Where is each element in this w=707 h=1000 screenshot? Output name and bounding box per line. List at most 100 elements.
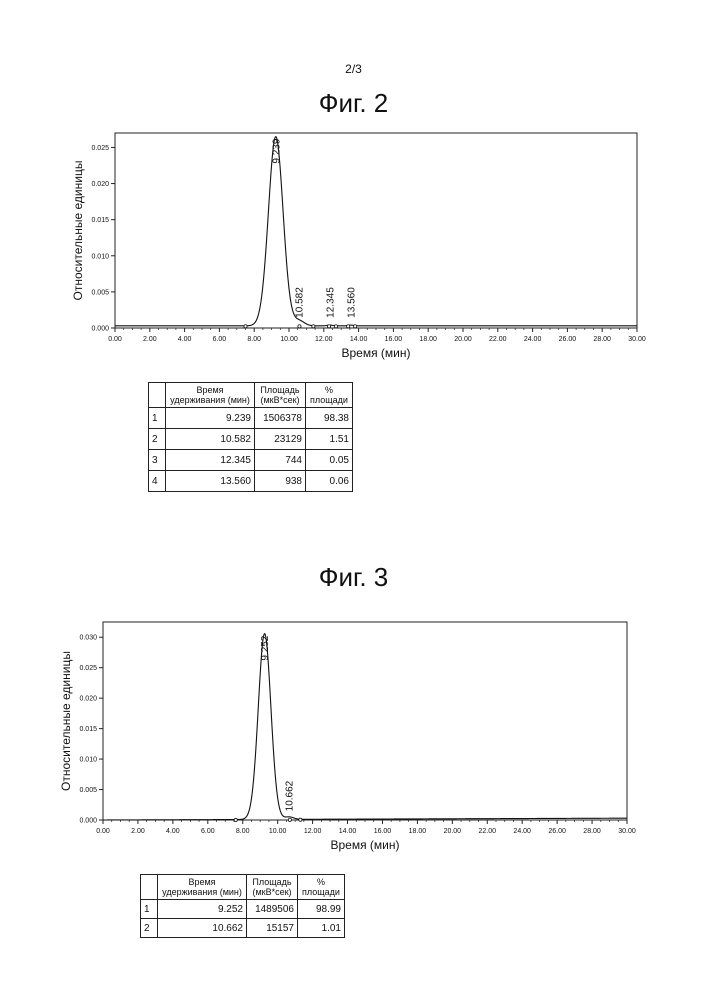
- percent-area: 0.05: [306, 450, 353, 471]
- x-tick-label: 12.00: [315, 336, 333, 343]
- peak-label: 10.582: [295, 287, 306, 318]
- index-header: [149, 383, 166, 408]
- x-tick-label: 10.00: [269, 828, 287, 835]
- plot-frame: [103, 622, 627, 820]
- page-number: 2/3: [0, 62, 707, 76]
- y-axis-title: Относительные единицы: [59, 651, 73, 791]
- area-header: Площадь (мкВ*сек): [247, 875, 298, 900]
- x-tick-label: 14.00: [350, 336, 368, 343]
- x-axis-title: Время (мин): [341, 346, 410, 360]
- x-tick-label: 24.00: [513, 828, 531, 835]
- row-index: 2: [149, 429, 166, 450]
- x-tick-label: 4.00: [166, 828, 180, 835]
- x-tick-label: 12.00: [304, 828, 322, 835]
- integration-marker: [244, 325, 247, 328]
- area: 23129: [255, 429, 306, 450]
- x-tick-label: 0.00: [96, 828, 110, 835]
- figure-3-title: Фиг. 3: [0, 562, 707, 593]
- percent-area: 98.99: [298, 900, 345, 919]
- y-tick-label: 0.020: [79, 696, 97, 703]
- peak-label: 13.560: [346, 287, 357, 318]
- x-tick-label: 24.00: [524, 336, 542, 343]
- x-tick-label: 6.00: [213, 336, 227, 343]
- table-row: 3 12.345 744 0.05: [149, 450, 353, 471]
- percent-area: 0.06: [306, 471, 353, 492]
- y-tick-label: 0.000: [79, 818, 97, 825]
- x-tick-label: 28.00: [593, 336, 611, 343]
- table-row: 1 9.239 1506378 98.38: [149, 408, 353, 429]
- y-tick-label: 0.015: [91, 217, 109, 224]
- peak-table-figure-2: Время удерживания (мин) Площадь (мкВ*сек…: [148, 382, 353, 492]
- peak-label: 12.345: [325, 287, 336, 318]
- x-tick-label: 16.00: [385, 336, 403, 343]
- x-tick-label: 2.00: [131, 828, 145, 835]
- row-index: 3: [149, 450, 166, 471]
- percent-area-header: % площади: [298, 875, 345, 900]
- plot-frame: [115, 133, 637, 328]
- integration-marker: [354, 325, 357, 328]
- integration-marker: [299, 818, 302, 821]
- x-tick-label: 10.00: [280, 336, 298, 343]
- y-tick-label: 0.015: [79, 726, 97, 733]
- row-index: 2: [141, 919, 158, 938]
- x-tick-label: 26.00: [559, 336, 577, 343]
- integration-marker: [312, 325, 315, 328]
- x-tick-label: 22.00: [479, 828, 497, 835]
- y-tick-label: 0.010: [79, 757, 97, 764]
- figure-2-title: Фиг. 2: [0, 88, 707, 119]
- peak-label: 9.252: [260, 635, 271, 660]
- row-index: 1: [149, 408, 166, 429]
- x-tick-label: 14.00: [339, 828, 357, 835]
- retention-time: 13.560: [166, 471, 255, 492]
- x-tick-label: 4.00: [178, 336, 192, 343]
- integration-marker: [347, 325, 350, 328]
- y-tick-label: 0.005: [79, 787, 97, 794]
- table-row: 1 9.252 1489506 98.99: [141, 900, 345, 919]
- integration-marker: [327, 325, 330, 328]
- x-tick-label: 18.00: [419, 336, 437, 343]
- retention-time: 9.239: [166, 408, 255, 429]
- retention-time: 9.252: [158, 900, 247, 919]
- y-tick-label: 0.000: [91, 326, 109, 333]
- x-tick-label: 30.00: [618, 828, 636, 835]
- row-index: 4: [149, 471, 166, 492]
- percent-area: 1.51: [306, 429, 353, 450]
- x-axis-title: Время (мин): [330, 838, 399, 852]
- table-row: 2 10.662 15157 1.01: [141, 919, 345, 938]
- row-index: 1: [141, 900, 158, 919]
- x-tick-label: 0.00: [108, 336, 122, 343]
- x-tick-label: 20.00: [454, 336, 472, 343]
- x-tick-label: 28.00: [583, 828, 601, 835]
- y-tick-label: 0.030: [79, 635, 97, 642]
- y-tick-label: 0.005: [91, 289, 109, 296]
- x-tick-label: 18.00: [409, 828, 427, 835]
- percent-area-header: % площади: [306, 383, 353, 408]
- index-header: [141, 875, 158, 900]
- y-tick-label: 0.025: [79, 665, 97, 672]
- table-row: 4 13.560 938 0.06: [149, 471, 353, 492]
- table-row: 2 10.582 23129 1.51: [149, 429, 353, 450]
- x-tick-label: 6.00: [201, 828, 215, 835]
- area: 15157: [247, 919, 298, 938]
- x-tick-label: 26.00: [548, 828, 566, 835]
- table-header-row: Время удерживания (мин) Площадь (мкВ*сек…: [149, 383, 353, 408]
- chromatogram-figure-2: 0.002.004.006.008.0010.0012.0014.0016.00…: [0, 120, 707, 375]
- y-tick-label: 0.020: [91, 181, 109, 188]
- retention-time-header: Время удерживания (мин): [158, 875, 247, 900]
- retention-time: 10.582: [166, 429, 255, 450]
- x-tick-label: 16.00: [374, 828, 392, 835]
- retention-time: 12.345: [166, 450, 255, 471]
- signal-trace: [115, 137, 637, 326]
- integration-marker: [298, 325, 301, 328]
- table-header-row: Время удерживания (мин) Площадь (мкВ*сек…: [141, 875, 345, 900]
- x-tick-label: 22.00: [489, 336, 507, 343]
- x-tick-label: 30.00: [628, 336, 646, 343]
- area: 1489506: [247, 900, 298, 919]
- integration-marker: [234, 818, 237, 821]
- percent-area: 98.38: [306, 408, 353, 429]
- x-tick-label: 20.00: [444, 828, 462, 835]
- x-tick-label: 2.00: [143, 336, 157, 343]
- peak-table-figure-3: Время удерживания (мин) Площадь (мкВ*сек…: [140, 874, 345, 938]
- peak-label: 10.662: [285, 780, 296, 811]
- area: 1506378: [255, 408, 306, 429]
